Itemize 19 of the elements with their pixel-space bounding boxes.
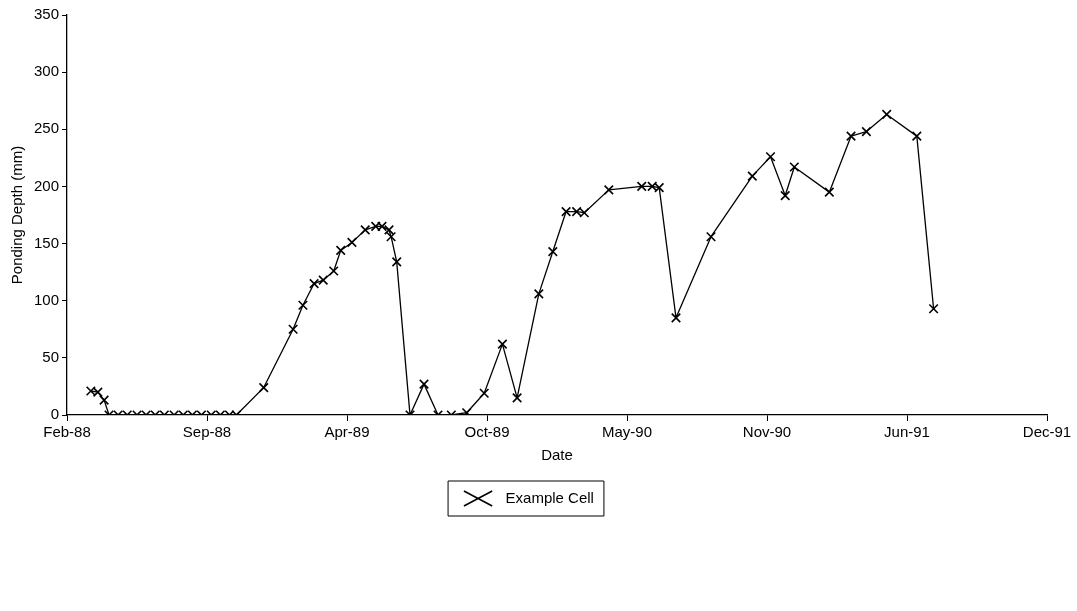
- y-tick-label: 200: [34, 176, 60, 194]
- y-tick-label: 50: [42, 348, 60, 365]
- y-tick-label: 100: [34, 290, 60, 308]
- x-tick-label: Dec-91: [1022, 423, 1072, 441]
- legend-label: Example Cell: [505, 488, 594, 506]
- y-tick-label: 350: [34, 5, 60, 23]
- x-tick-label: Jun-91: [884, 423, 930, 441]
- x-tick-label: Oct-89: [464, 423, 510, 441]
- x-tick-label: Sep-88: [182, 423, 232, 441]
- y-tick-label: 0: [50, 405, 60, 423]
- x-tick-label: Apr-89: [324, 423, 370, 441]
- y-tick-label: 300: [34, 62, 60, 80]
- y-axis-title: Ponding Depth (mm): [8, 145, 26, 285]
- x-tick-label: Nov-90: [742, 423, 792, 441]
- x-tick-label: Feb-88: [43, 423, 91, 441]
- y-tick-label: 250: [34, 119, 60, 137]
- y-tick-label: 150: [34, 233, 60, 251]
- x-tick-label: May-90: [602, 423, 653, 441]
- x-axis-title: Date: [541, 446, 573, 464]
